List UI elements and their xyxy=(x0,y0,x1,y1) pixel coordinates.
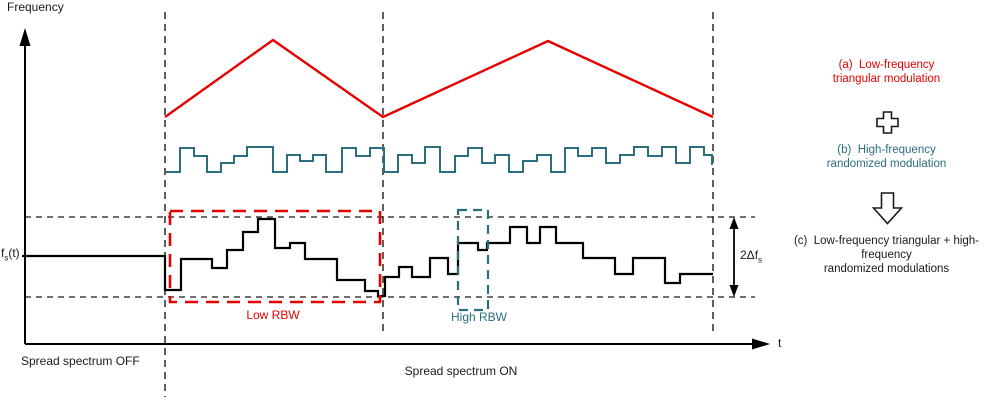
low-rbw-box xyxy=(168,209,382,304)
combined-modulation-wave xyxy=(22,217,713,298)
spread-spectrum-on-label: Spread spectrum ON xyxy=(404,364,518,378)
delta-fs-label: 2Δfs xyxy=(740,248,763,265)
spread-spectrum-off-label: Spread spectrum OFF xyxy=(21,354,140,368)
high-rbw-box xyxy=(456,208,490,312)
legend-a-text: (a) Low-frequency triangular modulation xyxy=(788,58,985,86)
legend-b-line1: (b) High-frequency xyxy=(837,144,936,156)
legend-b-text: (b) High-frequency randomized modulation xyxy=(788,143,985,171)
y-axis-label: Frequency xyxy=(7,0,64,14)
y-axis-arrowhead xyxy=(19,28,31,46)
legend-c-line3: randomized modulations xyxy=(823,263,950,275)
legend-a-line1: (a) Low-frequency xyxy=(838,59,935,71)
x-axis-label: t xyxy=(778,336,782,350)
randomized-modulation-wave xyxy=(166,146,713,173)
high-rbw-label: High RBW xyxy=(450,310,508,324)
legend-a-line2: triangular modulation xyxy=(832,73,941,85)
low-rbw-label: Low RBW xyxy=(246,308,300,322)
legend-c-line1: (c) Low-frequency triangular + high- xyxy=(793,235,980,247)
legend-c-line2: frequency xyxy=(861,249,912,261)
x-axis-arrowhead xyxy=(752,338,770,350)
legend-c-text: (c) Low-frequency triangular + high- fre… xyxy=(788,234,985,276)
delta-arrow-head-down xyxy=(729,285,739,297)
fs-label: fs(t) xyxy=(1,246,20,263)
triangular-modulation-wave xyxy=(164,38,714,119)
legend-b-line2: randomized modulation xyxy=(826,158,947,170)
delta-arrow-head-up xyxy=(729,217,739,229)
